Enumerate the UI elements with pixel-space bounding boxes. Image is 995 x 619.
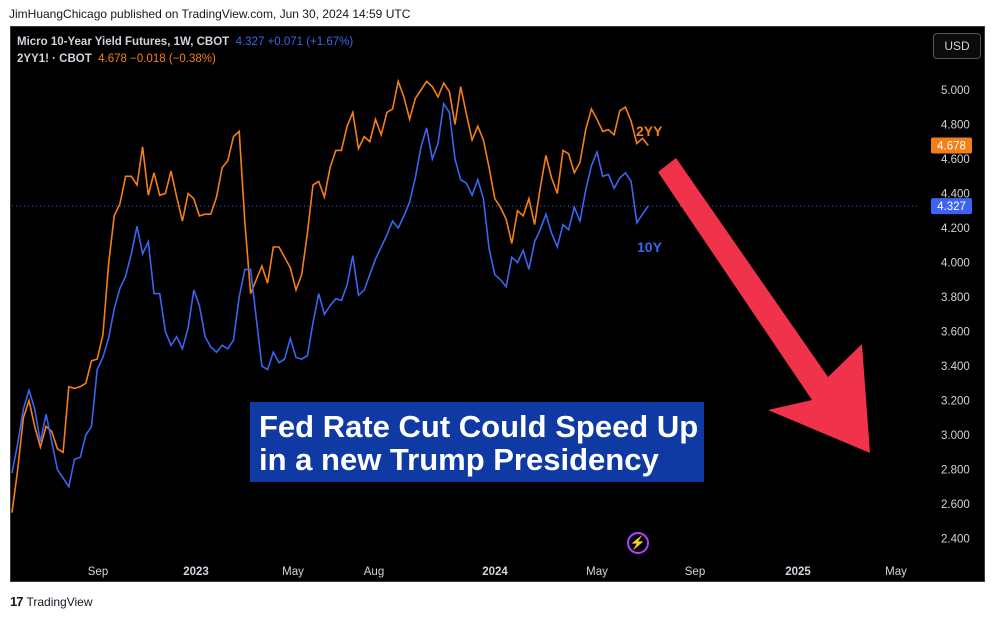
x-tick-label: Sep (88, 566, 108, 578)
x-tick-label: Aug (364, 566, 384, 578)
price-tag-10y (931, 198, 972, 215)
x-tick-label: May (282, 566, 304, 578)
x-axis: Sep 2023 May Aug 2024 May Sep 2025 May (88, 566, 907, 578)
headline-line-1: Fed Rate Cut Could Speed Up (259, 409, 699, 444)
y-tick-label: 3.200 (941, 396, 970, 408)
x-tick-label: Sep (685, 566, 705, 578)
price-tags: 4.678 4.327 (931, 137, 972, 215)
series-line-10y (11, 101, 649, 489)
legend-symbol-2yy: 2YY1! · CBOT (17, 53, 92, 65)
headline-banner: Fed Rate Cut Could Speed Up in a new Tru… (250, 402, 704, 482)
x-tick-label: 2025 (785, 566, 811, 578)
attribution: JimHuangChicago published on TradingView… (9, 7, 411, 21)
legend-values-10y: 4.327 +0.071 (+1.67%) (235, 36, 354, 48)
y-tick-label: 4.000 (941, 258, 970, 270)
chart-frame (10, 26, 985, 582)
annotation-10y: 10Y (637, 239, 663, 255)
footer: 17 TradingView (10, 594, 93, 609)
y-tick-label: 4.600 (941, 154, 970, 166)
down-arrow-annotation (658, 158, 870, 453)
series-line-2yy (11, 78, 649, 513)
x-tick-label: May (586, 566, 608, 578)
legend-values-2yy: 4.678 −0.018 (−0.38%) (98, 53, 216, 65)
y-tick-label: 2.400 (941, 534, 970, 546)
x-tick-label: 2024 (482, 566, 508, 578)
footer-brand: TradingView (26, 594, 93, 609)
y-tick-label: 2.600 (941, 499, 970, 511)
y-tick-label: 3.400 (941, 361, 970, 373)
headline-line-2: in a new Trump Presidency (259, 442, 659, 477)
legend: Micro 10-Year Yield Futures, 1W, CBOT 4.… (17, 34, 353, 68)
y-tick-label: 4.800 (941, 120, 970, 132)
y-tick-label: 4.400 (941, 189, 970, 201)
y-axis: 2.400 2.600 2.800 3.000 3.200 3.400 3.600 3.800… (941, 85, 970, 546)
annotation-2yy: 2YY (636, 123, 663, 139)
price-tag-label-2yy: 4.678 (937, 141, 966, 153)
price-tag-label-10y: 4.327 (937, 201, 966, 213)
x-tick-label: 2023 (183, 566, 209, 578)
y-tick-label: 2.800 (941, 465, 970, 477)
y-tick-label: 5.000 (941, 85, 970, 97)
y-tick-label: 3.600 (941, 327, 970, 339)
y-tick-label: 3.000 (941, 430, 970, 442)
tradingview-logo-icon: 17 (10, 594, 24, 609)
x-tick-label: May (885, 566, 907, 578)
price-tag-2yy (931, 137, 972, 154)
lightning-icon[interactable]: ⚡ (627, 532, 649, 554)
legend-symbol-10y: Micro 10-Year Yield Futures, 1W, CBOT (17, 36, 230, 48)
y-tick-label: 4.200 (941, 223, 970, 235)
currency-button[interactable]: USD (933, 33, 981, 59)
y-tick-label: 3.800 (941, 292, 970, 304)
